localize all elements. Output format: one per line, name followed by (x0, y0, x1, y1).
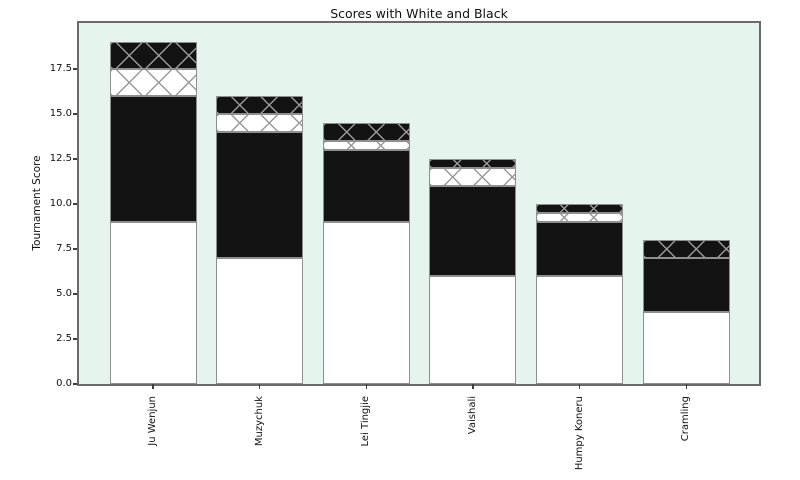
y-tick-label: 15.0 (49, 108, 72, 120)
bar-segment-black-hatched-vaishali (429, 159, 517, 169)
bar-segment-black-solid-vaishali (429, 186, 517, 277)
bar-segment-black-solid-lei-tingjie (322, 150, 410, 223)
x-tick-mark (685, 384, 687, 389)
plot-area (77, 21, 761, 386)
x-tick-label-ju-wenjun: Ju Wenjun (147, 396, 158, 446)
bar-segment-white-hatched-vaishali (429, 168, 517, 187)
x-tick-label-lei-tingjie: Lei Tingjie (360, 396, 372, 447)
y-tick-mark (73, 248, 77, 250)
x-tick-label-humpy-koneru: Humpy Koneru (573, 396, 585, 471)
x-tick-label-cramling: Cramling (680, 396, 692, 442)
y-tick-label: 0.0 (56, 378, 72, 389)
bar-segment-white-solid-humpy-koneru (536, 276, 624, 384)
bar-segment-black-hatched-lei-tingjie (322, 123, 410, 142)
chart-title: Scores with White and Black (330, 6, 508, 21)
bar-segment-black-solid-cramling (642, 258, 730, 313)
bar-segment-white-solid-muzychuk (216, 258, 304, 384)
bar-segment-white-hatched-muzychuk (216, 114, 304, 133)
x-tick-mark (472, 384, 474, 389)
y-tick-mark (73, 113, 77, 115)
y-tick-label: 2.5 (56, 333, 72, 344)
bar-segment-black-hatched-humpy-koneru (536, 204, 624, 214)
y-tick-label: 7.5 (56, 243, 72, 255)
y-tick-mark (73, 158, 77, 160)
bar-segment-black-hatched-muzychuk (216, 96, 304, 115)
bar-segment-white-hatched-humpy-koneru (536, 213, 624, 223)
bar-segment-white-hatched-lei-tingjie (322, 141, 410, 151)
x-tick-mark (258, 384, 261, 389)
y-tick-label: 17.5 (49, 63, 72, 75)
bar-segment-black-hatched-cramling (642, 240, 730, 259)
x-tick-mark (152, 384, 154, 389)
bar-segment-black-solid-ju-wenjun (109, 96, 197, 223)
bar-segment-black-solid-muzychuk (216, 132, 304, 259)
bar-segment-black-hatched-ju-wenjun (109, 42, 197, 70)
bar-segment-white-solid-ju-wenjun (109, 222, 197, 384)
bar-segment-black-solid-humpy-koneru (536, 222, 624, 277)
x-tick-mark (365, 384, 367, 389)
y-tick-mark (73, 68, 77, 70)
x-tick-mark (578, 384, 581, 389)
y-tick-mark (73, 293, 77, 295)
x-tick-label-vaishali: Vaishali (466, 396, 478, 435)
bar-segment-white-solid-cramling (642, 312, 730, 384)
y-tick-mark (73, 338, 77, 340)
bar-segment-white-solid-lei-tingjie (322, 222, 410, 384)
y-tick-label: 10.0 (49, 198, 72, 210)
y-tick-label: 5.0 (56, 288, 72, 300)
bar-segment-white-solid-vaishali (429, 276, 517, 384)
y-tick-label: 12.5 (49, 153, 72, 165)
x-tick-label-muzychuk: Muzychuk (253, 396, 265, 447)
y-tick-mark (73, 383, 77, 385)
y-tick-mark (73, 203, 77, 205)
bar-segment-white-hatched-ju-wenjun (109, 69, 197, 97)
